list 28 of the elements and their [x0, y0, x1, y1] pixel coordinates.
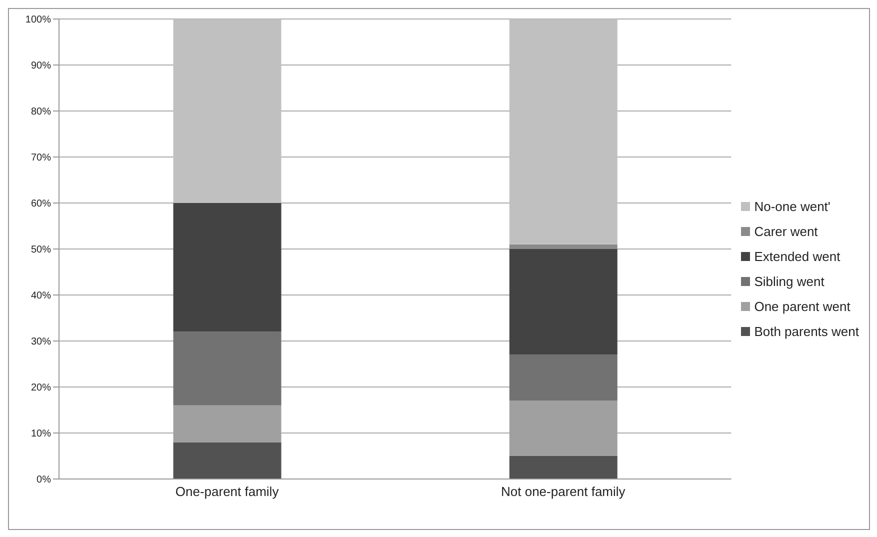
bar [509, 456, 618, 479]
y-tick-label: 0% [36, 474, 52, 486]
bar [509, 244, 618, 249]
legend-label: One parent went [754, 299, 850, 314]
x-tick-label: One-parent family [175, 484, 280, 500]
bar [173, 19, 282, 203]
legend-label: Both parents went [754, 324, 859, 339]
y-tick-label: 50% [30, 244, 52, 256]
y-tick-label: 40% [30, 290, 52, 302]
bar [509, 19, 618, 244]
legend-label: Sibling went [754, 274, 824, 289]
bar [173, 332, 282, 406]
bar [509, 249, 618, 355]
y-tick-label: 10% [30, 428, 52, 440]
y-tick-label: 30% [30, 336, 52, 348]
y-tick-label: 90% [30, 60, 52, 72]
legend-label: Carer went [754, 224, 818, 239]
y-tick-label: 20% [30, 382, 52, 394]
y-tick-label: 60% [30, 198, 52, 210]
bar [173, 442, 282, 479]
x-tick-label: Not one-parent family [501, 484, 626, 500]
y-tick-label: 70% [30, 152, 52, 164]
bar [509, 354, 618, 401]
y-tick-label: 80% [30, 106, 52, 118]
legend-label: Extended went [754, 249, 840, 264]
legend-label: No-one went' [754, 199, 830, 214]
y-tick-label: 100% [25, 14, 52, 26]
bar [173, 203, 282, 332]
